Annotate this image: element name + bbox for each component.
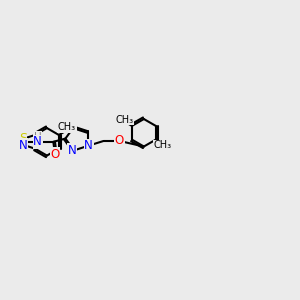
Text: CH₃: CH₃ [58, 122, 76, 132]
Text: H: H [34, 132, 41, 142]
Text: N: N [33, 135, 42, 148]
Text: O: O [115, 134, 124, 147]
Text: CH₃: CH₃ [153, 140, 172, 150]
Text: N: N [84, 140, 93, 152]
Text: N: N [68, 144, 77, 157]
Text: N: N [19, 139, 28, 152]
Text: CH₃: CH₃ [116, 115, 134, 125]
Text: O: O [50, 148, 60, 161]
Text: S: S [19, 133, 27, 146]
